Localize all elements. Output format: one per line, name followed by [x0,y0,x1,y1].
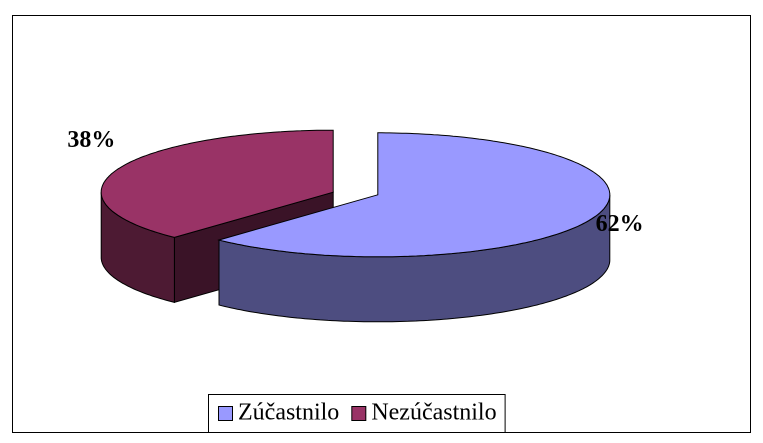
slice [217,132,611,258]
data-label: 38% [67,127,115,153]
slice [100,129,334,238]
pie [100,129,611,323]
legend-swatch [218,406,233,421]
legend-label: Zúčastnilo [238,400,339,426]
legend-swatch [351,406,367,421]
data-label: 62% [596,211,644,237]
legend-label: Nezúčastnilo [371,400,496,426]
legend: Zúčastnilo Nezúčastnilo [208,394,506,433]
